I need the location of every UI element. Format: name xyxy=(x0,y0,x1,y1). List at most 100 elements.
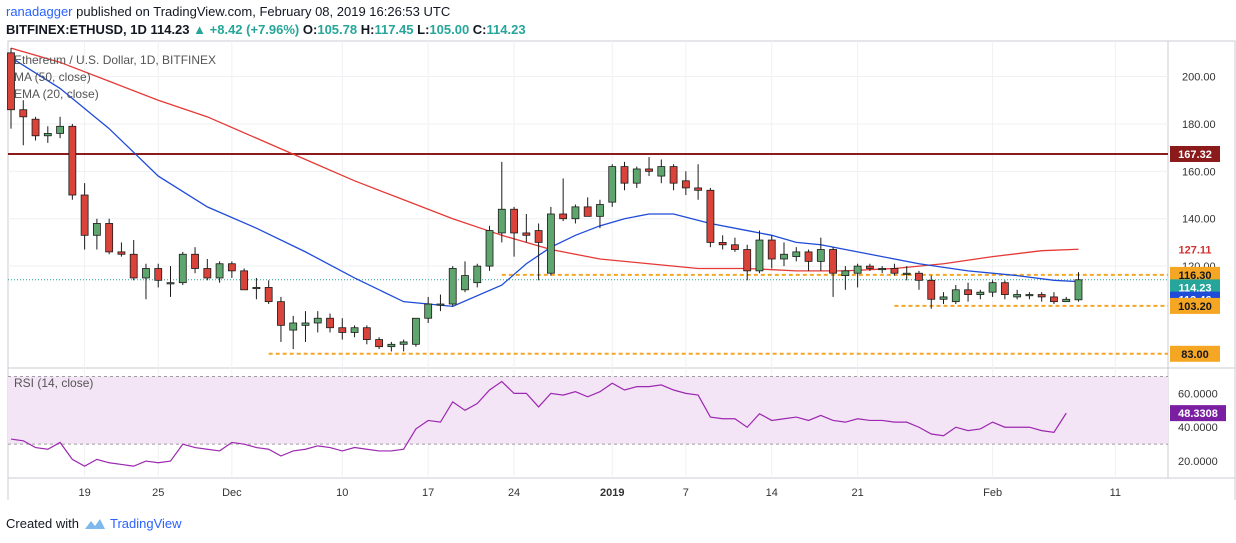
candle-body xyxy=(804,251,813,262)
candle-body xyxy=(301,322,310,326)
candle-body xyxy=(436,303,445,306)
candle-body xyxy=(608,166,617,203)
candle-body xyxy=(277,301,285,326)
rsi-value-label-bg xyxy=(1170,405,1226,422)
candle-body xyxy=(731,244,739,250)
candle-body xyxy=(412,317,420,345)
candle-body xyxy=(350,327,359,333)
support-1-price-label: 116.30 xyxy=(1178,270,1211,282)
tradingview-logo-icon xyxy=(84,518,105,529)
candle-body xyxy=(43,133,52,137)
time-tick-label: 2019 xyxy=(600,487,624,499)
candle-body xyxy=(780,253,788,260)
symbol-name: BITFINEX:ETHUSD, 1D xyxy=(6,22,147,37)
candle-body xyxy=(68,125,77,196)
created-with-text: Created with xyxy=(6,516,79,531)
candle-body xyxy=(583,206,592,217)
ma-price-label-bg xyxy=(1170,241,1220,258)
candle-body xyxy=(510,208,518,234)
candle-body xyxy=(326,317,334,329)
tradingview-brand[interactable]: TradingView xyxy=(109,516,182,531)
price-tick-label: 200.00 xyxy=(1182,72,1216,84)
candle-body xyxy=(927,279,936,300)
price-tick-label: 180.00 xyxy=(1182,119,1216,131)
support-3-price-label-bg xyxy=(1170,345,1220,362)
time-tick-label: 11 xyxy=(1110,487,1121,499)
rsi-line xyxy=(10,380,1067,467)
legend-ma: MA (50, close) xyxy=(14,70,91,84)
close-value: 114.23 xyxy=(486,22,526,37)
publisher-line: ranadagger published on TradingView.com,… xyxy=(6,4,450,19)
candle-body xyxy=(7,52,15,111)
candle-body xyxy=(951,289,960,303)
rsi-value-label: 48.3308 xyxy=(1178,408,1218,420)
candle-body xyxy=(816,249,825,262)
candle-body xyxy=(92,223,101,236)
published-text: published on TradingView.com, February 0… xyxy=(76,4,451,19)
candle-body xyxy=(240,270,249,291)
candle-body xyxy=(497,208,506,234)
candle-body xyxy=(755,239,764,272)
ema20-line xyxy=(10,57,1079,308)
publisher-username[interactable]: ranadagger xyxy=(6,4,73,19)
candle-body xyxy=(31,118,40,137)
low-value: 105.00 xyxy=(429,22,470,37)
time-tick-label: 19 xyxy=(78,487,90,499)
candle-body xyxy=(890,268,899,274)
candle-body xyxy=(1062,298,1071,303)
candle-body xyxy=(264,287,273,303)
chart-frame xyxy=(7,40,1236,500)
legend-rsi: RSI (14, close) xyxy=(14,376,93,390)
candle-body xyxy=(829,249,837,274)
low-label: L: xyxy=(417,22,430,37)
candle-body xyxy=(1074,279,1083,301)
candle-body xyxy=(902,272,911,275)
candle-body xyxy=(203,268,212,279)
candle-body xyxy=(191,253,199,269)
rsi-band xyxy=(8,376,1168,445)
candle-body xyxy=(252,287,261,290)
candle-body xyxy=(669,166,678,184)
price-change: +8.42 (+7.96%) xyxy=(209,22,300,37)
time-tick-label: 7 xyxy=(683,487,689,499)
candle-body xyxy=(313,317,322,324)
candle-body xyxy=(571,206,580,220)
candle-body xyxy=(632,168,641,184)
candle-body xyxy=(681,180,690,189)
candle-body xyxy=(915,272,923,281)
candle-body xyxy=(1000,282,1009,295)
support-2-price-label-bg xyxy=(1170,297,1220,314)
close-label: C: xyxy=(472,22,487,37)
candle-body xyxy=(399,341,408,345)
high-label: H: xyxy=(360,22,375,37)
candle-body xyxy=(387,343,396,348)
candle-body xyxy=(1025,294,1034,297)
last-price: 114.23 xyxy=(150,22,190,37)
candle-body xyxy=(522,232,531,236)
candle-body xyxy=(792,251,801,258)
candle-body xyxy=(718,242,727,246)
candle-body xyxy=(878,268,887,271)
candle-body xyxy=(1050,296,1058,303)
candle-body xyxy=(645,168,653,172)
candle-body xyxy=(546,213,555,274)
candle-body xyxy=(227,263,236,272)
open-value: 105.78 xyxy=(317,22,358,37)
candle-body xyxy=(841,270,850,276)
rsi-pane xyxy=(8,375,1168,467)
rsi-tick-label: 60.0000 xyxy=(1178,388,1218,400)
chart-canvas[interactable]: 120.00140.00160.00180.00200.001925Dec101… xyxy=(0,0,1236,500)
last-price-label: 114.23 xyxy=(1178,282,1211,294)
candle-body xyxy=(976,291,985,295)
time-tick-label: 17 xyxy=(422,487,434,499)
price-labels: 167.32127.11116.30114.23113.46103.2083.0… xyxy=(1170,145,1226,422)
candle-body xyxy=(154,268,163,281)
last-price-label-bg xyxy=(1170,279,1220,296)
candle-body xyxy=(964,289,972,295)
up-arrow-icon: ▲ xyxy=(193,22,207,37)
candle-body xyxy=(1013,294,1022,298)
footer: Created with TradingView xyxy=(6,516,182,531)
candle-body xyxy=(988,282,997,293)
candle-body xyxy=(289,322,298,331)
candle-body xyxy=(166,282,175,285)
